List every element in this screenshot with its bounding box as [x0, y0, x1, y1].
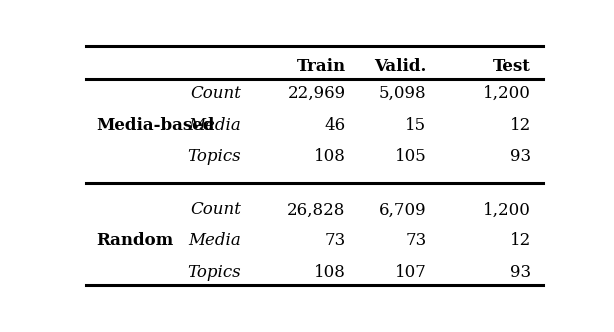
- Text: 5,098: 5,098: [379, 85, 427, 102]
- Text: 108: 108: [314, 264, 346, 281]
- Text: 93: 93: [510, 264, 531, 281]
- Text: Media: Media: [188, 117, 241, 134]
- Text: Topics: Topics: [187, 148, 241, 165]
- Text: 12: 12: [510, 117, 531, 134]
- Text: Count: Count: [190, 201, 241, 218]
- Text: Topics: Topics: [187, 264, 241, 281]
- Text: 12: 12: [510, 232, 531, 249]
- Text: 22,969: 22,969: [287, 85, 346, 102]
- Text: Random: Random: [96, 232, 173, 249]
- Text: Train: Train: [297, 58, 346, 75]
- Text: 15: 15: [405, 117, 427, 134]
- Text: 73: 73: [405, 232, 427, 249]
- Text: 1,200: 1,200: [483, 201, 531, 218]
- Text: 108: 108: [314, 148, 346, 165]
- Text: 105: 105: [395, 148, 427, 165]
- Text: 6,709: 6,709: [379, 201, 427, 218]
- Text: Test: Test: [493, 58, 531, 75]
- Text: Media: Media: [188, 232, 241, 249]
- Text: 26,828: 26,828: [287, 201, 346, 218]
- Text: Media-based: Media-based: [96, 117, 214, 134]
- Text: 46: 46: [324, 117, 346, 134]
- Text: 1,200: 1,200: [483, 85, 531, 102]
- Text: 73: 73: [324, 232, 346, 249]
- Text: Count: Count: [190, 85, 241, 102]
- Text: 107: 107: [395, 264, 427, 281]
- Text: 93: 93: [510, 148, 531, 165]
- Text: Valid.: Valid.: [374, 58, 427, 75]
